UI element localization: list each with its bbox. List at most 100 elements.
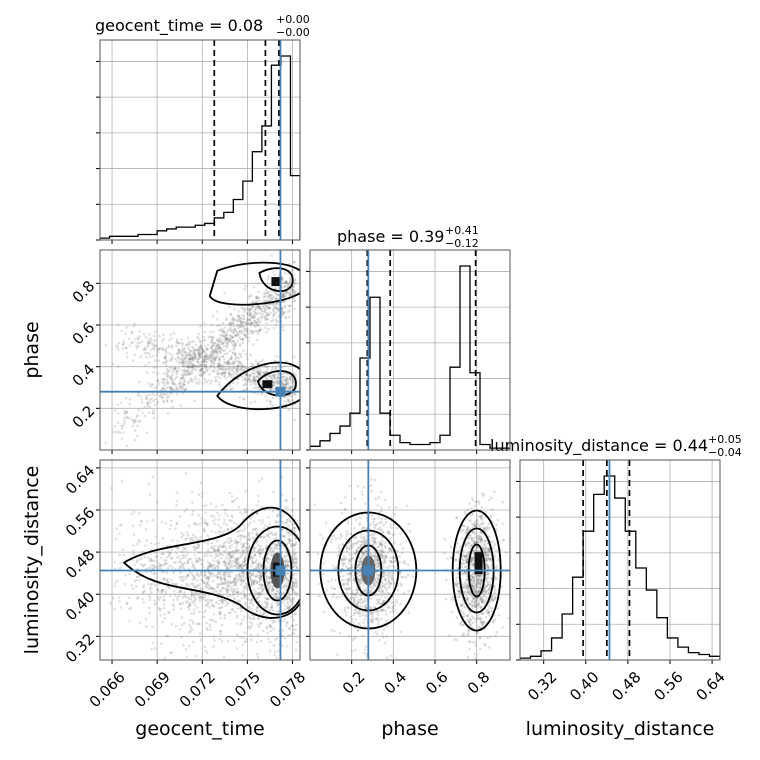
sample-point <box>216 318 219 321</box>
y-tick-label-luminosity_distance: 0.56 <box>62 504 98 540</box>
sample-point <box>206 577 210 580</box>
sample-point <box>461 553 465 556</box>
sample-point <box>469 623 473 626</box>
sample-point <box>172 382 176 386</box>
sample-point <box>206 355 210 359</box>
sample-point <box>162 578 166 582</box>
sample-point <box>210 545 214 549</box>
sample-point <box>181 566 185 569</box>
sample-point <box>230 341 233 344</box>
sample-point <box>252 386 256 390</box>
sample-point <box>293 392 296 395</box>
sample-point <box>255 322 259 326</box>
sample-point <box>160 589 164 593</box>
sample-point <box>355 548 358 552</box>
sample-point <box>477 613 480 617</box>
sample-point <box>246 367 249 370</box>
sample-point <box>475 585 479 588</box>
sample-point <box>260 477 264 480</box>
sample-point <box>149 342 153 345</box>
sample-point <box>226 352 229 355</box>
sample-point <box>216 575 220 579</box>
sample-point <box>182 392 185 395</box>
sample-point <box>480 580 484 583</box>
sample-point <box>254 575 258 579</box>
sample-point <box>244 377 248 381</box>
sample-point <box>467 542 470 546</box>
sample-point <box>467 588 471 592</box>
sample-point <box>295 585 298 588</box>
sample-point <box>154 542 157 546</box>
sample-point <box>210 546 213 550</box>
sample-point <box>197 596 201 599</box>
sample-point <box>242 551 246 554</box>
sample-point <box>248 607 252 610</box>
sample-point <box>158 609 162 612</box>
sample-point <box>244 373 248 377</box>
sample-point <box>192 546 196 549</box>
sample-point <box>259 574 262 578</box>
sample-point <box>183 383 186 387</box>
sample-point <box>176 355 180 359</box>
sample-point <box>247 538 251 542</box>
sample-point <box>286 571 290 575</box>
sample-point <box>286 377 289 381</box>
sample-point <box>229 519 233 523</box>
sample-point <box>291 623 294 627</box>
sample-point <box>228 368 232 372</box>
sample-point <box>354 595 358 598</box>
sample-point <box>186 381 190 385</box>
sample-point <box>265 306 269 309</box>
sample-point <box>337 547 340 550</box>
sample-point <box>154 344 158 348</box>
sample-point <box>252 578 256 582</box>
sample-point <box>205 598 208 602</box>
sample-point <box>218 367 221 371</box>
sample-point <box>266 557 269 560</box>
sample-point <box>149 591 153 594</box>
title-geocent-time-minus: −0.00 <box>276 26 310 39</box>
sample-point <box>118 566 122 570</box>
sample-point <box>294 572 298 576</box>
sample-point <box>276 381 280 385</box>
sample-point <box>274 547 278 550</box>
sample-point <box>125 352 129 355</box>
sample-point <box>222 560 226 564</box>
sample-point <box>255 296 258 299</box>
sample-point <box>181 386 185 389</box>
sample-point <box>226 591 229 594</box>
sample-point <box>232 581 235 584</box>
sample-point <box>132 552 135 556</box>
sample-point <box>157 348 161 351</box>
sample-point <box>249 401 253 405</box>
sample-point <box>485 577 488 580</box>
sample-point <box>248 307 252 311</box>
sample-point <box>131 544 135 547</box>
sample-point <box>473 605 477 609</box>
sample-point <box>294 585 298 589</box>
sample-point <box>236 594 239 598</box>
sample-point <box>157 607 161 610</box>
sample-point <box>155 354 158 357</box>
sample-point <box>163 612 166 616</box>
sample-point <box>269 403 273 406</box>
sample-point <box>178 575 182 578</box>
sample-point <box>260 566 263 569</box>
sample-point <box>242 320 245 324</box>
sample-point <box>274 296 277 300</box>
density-peak-upper <box>271 277 282 287</box>
sample-point <box>280 314 284 318</box>
sample-point <box>187 567 190 571</box>
sample-point <box>174 624 178 628</box>
sample-point <box>230 328 233 332</box>
sample-point <box>271 589 275 592</box>
sample-point <box>224 570 228 574</box>
sample-point <box>283 535 286 538</box>
sample-point <box>216 548 220 552</box>
sample-point <box>201 367 204 371</box>
sample-point <box>147 361 151 365</box>
sample-point <box>276 377 279 380</box>
sample-point <box>275 302 279 306</box>
sample-point <box>166 550 170 554</box>
sample-point <box>137 345 140 348</box>
